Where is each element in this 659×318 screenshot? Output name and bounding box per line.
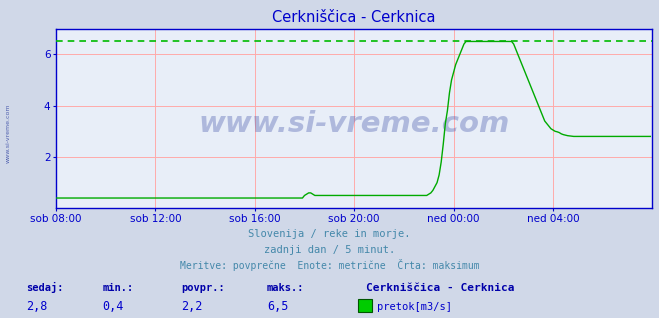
Text: www.si-vreme.com: www.si-vreme.com: [198, 110, 510, 138]
Text: zadnji dan / 5 minut.: zadnji dan / 5 minut.: [264, 245, 395, 255]
Title: Cerkniščica - Cerknica: Cerkniščica - Cerknica: [272, 10, 436, 25]
Text: maks.:: maks.:: [267, 283, 304, 293]
Text: Cerkniščica - Cerknica: Cerkniščica - Cerknica: [366, 283, 514, 293]
Text: pretok[m3/s]: pretok[m3/s]: [377, 302, 452, 312]
Text: www.si-vreme.com: www.si-vreme.com: [5, 104, 11, 163]
Text: 2,2: 2,2: [181, 300, 202, 313]
Text: povpr.:: povpr.:: [181, 283, 225, 293]
Text: sedaj:: sedaj:: [26, 282, 64, 293]
Text: Slovenija / reke in morje.: Slovenija / reke in morje.: [248, 229, 411, 239]
Text: Meritve: povprečne  Enote: metrične  Črta: maksimum: Meritve: povprečne Enote: metrične Črta:…: [180, 259, 479, 271]
Text: 2,8: 2,8: [26, 300, 47, 313]
Text: 0,4: 0,4: [102, 300, 123, 313]
Text: 6,5: 6,5: [267, 300, 288, 313]
Text: min.:: min.:: [102, 283, 133, 293]
